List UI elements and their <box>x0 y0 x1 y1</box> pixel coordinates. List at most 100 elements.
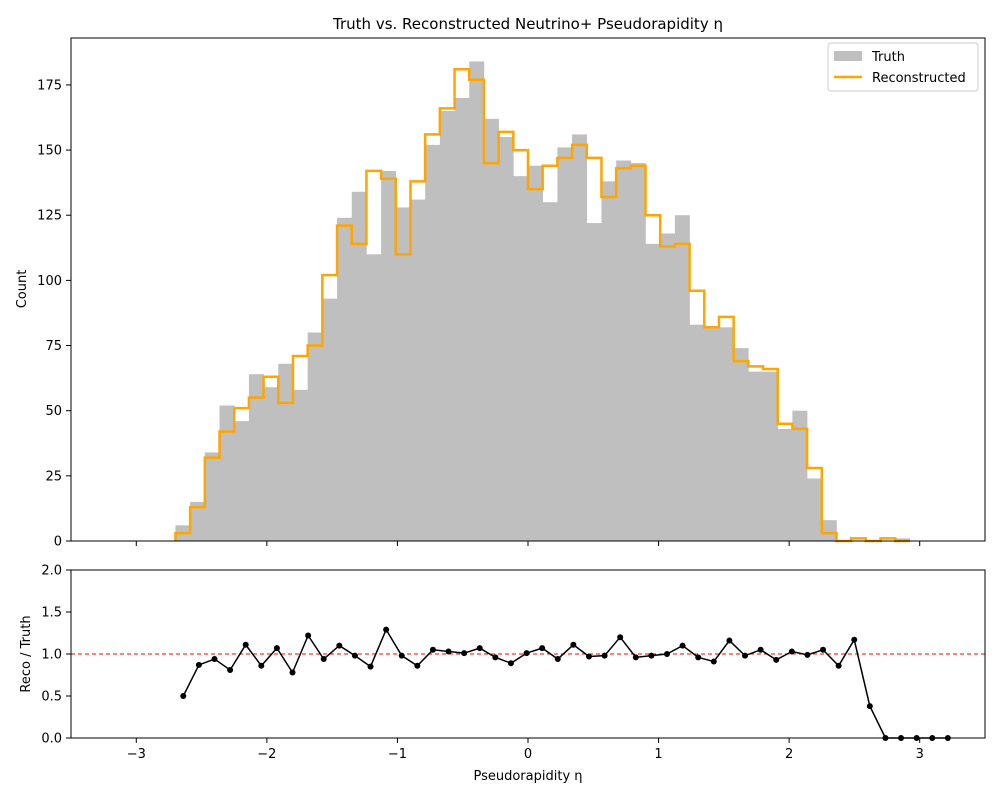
ratio-point <box>523 650 530 657</box>
ratio-point <box>866 703 873 710</box>
truth-bar <box>645 243 661 542</box>
x-tick-label: 1 <box>654 747 662 762</box>
legend-swatch-truth <box>834 51 862 61</box>
ratio-point <box>414 662 421 669</box>
legend-label-reconstructed: Reconstructed <box>872 71 966 86</box>
truth-bar <box>689 324 705 541</box>
y-tick-label: 125 <box>37 209 62 224</box>
ratio-point <box>742 652 749 659</box>
truth-bar <box>513 176 529 542</box>
ratio-point <box>773 656 780 663</box>
truth-bar <box>307 332 323 541</box>
truth-bar <box>792 410 808 541</box>
truth-bar <box>718 327 734 541</box>
ratio-point <box>554 656 561 663</box>
ratio-point <box>320 656 327 663</box>
chart-title: Truth vs. Reconstructed Neutrino+ Pseudo… <box>332 15 723 33</box>
y-tick-label: 0.5 <box>41 690 62 705</box>
y-tick-label: 25 <box>45 469 62 484</box>
truth-bar <box>410 199 426 541</box>
ratio-point <box>726 637 733 644</box>
truth-bar <box>821 520 837 541</box>
truth-bar <box>351 191 367 541</box>
truth-bar <box>292 389 308 541</box>
ratio-point <box>820 646 827 653</box>
y-tick-label: 150 <box>37 144 62 159</box>
ratio-point <box>601 652 608 659</box>
y-tick-label: 1.5 <box>41 606 62 621</box>
ratio-point <box>507 660 514 667</box>
truth-bar <box>660 233 676 542</box>
truth-bar <box>674 215 690 542</box>
y-tick-label: 0 <box>54 535 62 550</box>
truth-bar <box>528 165 543 542</box>
ratio-point <box>429 646 436 653</box>
truth-bar <box>572 134 588 541</box>
y-tick-label: 100 <box>37 274 62 289</box>
ratio-point <box>289 669 296 676</box>
ratio-point <box>835 662 842 669</box>
truth-bar <box>234 421 250 541</box>
x-tick-label: −2 <box>257 747 276 762</box>
ratio-point <box>492 654 499 661</box>
ratio-point <box>539 645 546 652</box>
x-tick-label: 3 <box>916 747 924 762</box>
ratio-point <box>804 651 811 658</box>
ratio-point <box>273 645 280 652</box>
y-tick-label: 175 <box>37 78 62 93</box>
histogram-x-ticks <box>135 541 921 546</box>
ratio-x-ticks: −3 −2 −1 0 1 2 3 <box>127 738 924 762</box>
x-tick-label: −3 <box>127 747 146 762</box>
truth-bar <box>425 144 441 541</box>
truth-bar <box>586 223 602 542</box>
truth-bar <box>748 371 764 541</box>
ratio-point <box>679 642 686 649</box>
truth-bar <box>630 163 646 541</box>
x-tick-label: −1 <box>388 747 407 762</box>
truth-bar <box>263 387 279 541</box>
truth-bar <box>248 374 264 541</box>
truth-bar <box>601 181 617 541</box>
truth-bar <box>366 254 382 542</box>
truth-bar <box>381 170 397 541</box>
ratio-point <box>383 626 390 633</box>
ratio-point <box>336 642 343 649</box>
ratio-point <box>242 641 249 648</box>
truth-bar <box>895 538 911 541</box>
ratio-point <box>570 641 577 648</box>
ratio-y-axis-label: Reco / Truth <box>19 615 34 692</box>
ratio-point <box>398 652 405 659</box>
truth-bar <box>469 61 485 541</box>
truth-bar <box>190 501 206 541</box>
ratio-point <box>695 654 702 661</box>
ratio-point <box>227 666 234 673</box>
ratio-point <box>617 634 624 641</box>
reconstructed-step-line <box>174 68 910 543</box>
truth-bar <box>704 327 720 541</box>
ratio-point <box>305 632 312 639</box>
legend-label-truth: Truth <box>871 50 905 65</box>
truth-bar <box>777 428 793 541</box>
truth-bar <box>439 110 455 541</box>
truth-bar <box>395 207 411 541</box>
truth-bar <box>498 137 514 542</box>
ratio-point <box>445 648 452 655</box>
histogram-y-ticks: 0 25 50 75 100 125 150 175 <box>37 78 71 550</box>
truth-bar <box>557 147 573 542</box>
ratio-point <box>757 646 764 653</box>
y-tick-label: 2.0 <box>41 564 62 579</box>
ratio-point <box>632 654 639 661</box>
truth-bar <box>763 371 779 541</box>
ratio-point <box>211 656 218 663</box>
y-tick-label: 0.0 <box>41 732 62 747</box>
ratio-point <box>351 652 358 659</box>
ratio-y-ticks: 0.0 0.5 1.0 1.5 2.0 <box>41 564 71 747</box>
ratio-point <box>367 663 374 670</box>
ratio-point <box>195 661 202 668</box>
x-tick-label: 2 <box>785 747 793 762</box>
ratio-points <box>180 626 951 741</box>
ratio-x-axis-label: Pseudorapidity η <box>473 769 582 784</box>
truth-histogram <box>175 61 911 542</box>
truth-bar <box>219 405 235 541</box>
